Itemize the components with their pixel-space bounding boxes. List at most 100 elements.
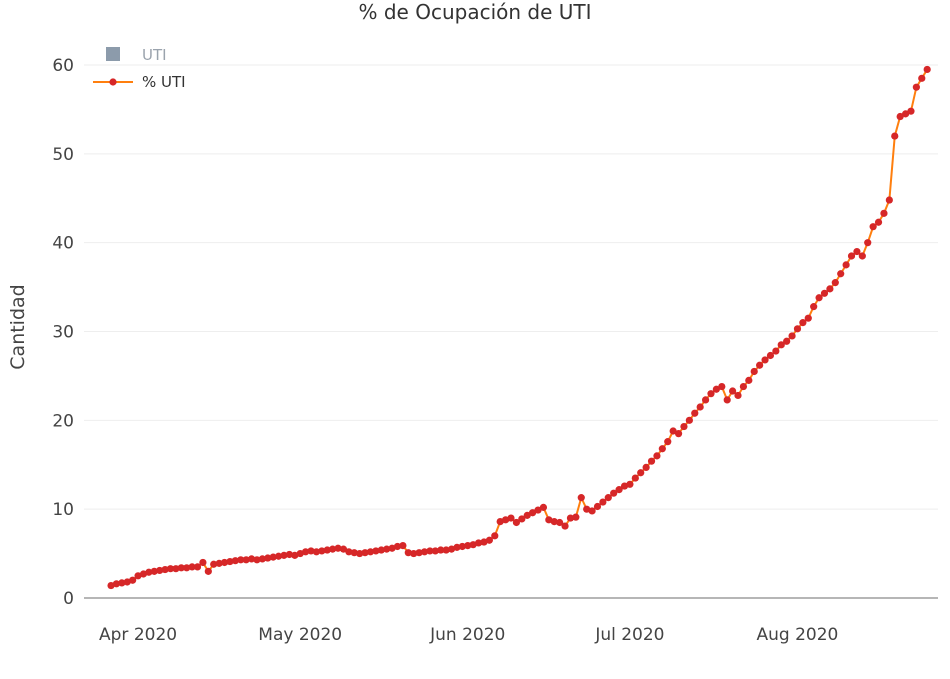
data-point[interactable] bbox=[166, 565, 175, 573]
data-point[interactable] bbox=[783, 337, 791, 345]
data-point[interactable] bbox=[247, 555, 256, 563]
data-point[interactable] bbox=[810, 303, 818, 311]
data-point[interactable] bbox=[577, 494, 585, 502]
data-point[interactable] bbox=[529, 509, 537, 517]
data-point[interactable] bbox=[431, 547, 439, 555]
data-point[interactable] bbox=[793, 325, 802, 333]
data-point[interactable] bbox=[799, 319, 807, 327]
data-point[interactable] bbox=[707, 390, 715, 398]
data-point[interactable] bbox=[691, 409, 699, 417]
data-point[interactable] bbox=[750, 367, 758, 376]
data-point[interactable] bbox=[345, 548, 353, 556]
legend[interactable]: UTI % UTI bbox=[93, 46, 186, 91]
data-point[interactable] bbox=[183, 564, 191, 572]
data-point[interactable] bbox=[523, 511, 531, 519]
data-point[interactable] bbox=[626, 480, 634, 488]
data-point[interactable] bbox=[410, 549, 418, 558]
data-point[interactable] bbox=[274, 552, 283, 560]
data-point[interactable] bbox=[172, 565, 180, 573]
data-point[interactable] bbox=[712, 385, 720, 393]
data-point[interactable] bbox=[383, 545, 391, 553]
data-point[interactable] bbox=[772, 347, 780, 355]
data-point[interactable] bbox=[604, 494, 612, 502]
data-point[interactable] bbox=[118, 579, 126, 587]
legend-item-pct-uti[interactable]: % UTI bbox=[93, 73, 186, 91]
data-point[interactable] bbox=[237, 556, 245, 564]
data-point[interactable] bbox=[864, 239, 872, 247]
data-point[interactable] bbox=[156, 566, 164, 575]
data-point[interactable] bbox=[453, 543, 461, 551]
data-point[interactable] bbox=[226, 557, 234, 566]
data-point[interactable] bbox=[761, 356, 769, 364]
data-point[interactable] bbox=[388, 544, 396, 552]
data-point[interactable] bbox=[204, 567, 212, 575]
data-point[interactable] bbox=[518, 515, 526, 523]
data-point[interactable] bbox=[404, 549, 412, 557]
data-point[interactable] bbox=[231, 557, 239, 565]
data-point[interactable] bbox=[323, 546, 331, 554]
data-point[interactable] bbox=[853, 247, 861, 256]
data-point[interactable] bbox=[269, 553, 277, 561]
data-point[interactable] bbox=[426, 547, 434, 555]
data-point[interactable] bbox=[842, 261, 850, 269]
data-point[interactable] bbox=[566, 514, 575, 522]
data-point[interactable] bbox=[615, 486, 623, 494]
data-point[interactable] bbox=[593, 502, 602, 511]
data-point[interactable] bbox=[556, 518, 564, 527]
data-point[interactable] bbox=[756, 361, 764, 369]
data-point[interactable] bbox=[847, 252, 856, 260]
data-point[interactable] bbox=[718, 382, 726, 391]
data-point[interactable] bbox=[177, 564, 185, 572]
data-point[interactable] bbox=[674, 430, 683, 438]
data-point[interactable] bbox=[361, 549, 369, 557]
data-point[interactable] bbox=[339, 545, 348, 553]
data-point[interactable] bbox=[220, 558, 229, 567]
data-point[interactable] bbox=[296, 549, 304, 558]
data-point[interactable] bbox=[485, 536, 493, 544]
data-point[interactable] bbox=[561, 522, 569, 530]
data-point[interactable] bbox=[896, 112, 904, 121]
data-point[interactable] bbox=[501, 516, 510, 524]
data-point[interactable] bbox=[885, 196, 893, 204]
data-point[interactable] bbox=[193, 563, 202, 571]
data-point[interactable] bbox=[642, 463, 650, 472]
data-point[interactable] bbox=[264, 554, 272, 562]
data-point[interactable] bbox=[901, 110, 910, 118]
data-point[interactable] bbox=[669, 427, 677, 435]
data-point[interactable] bbox=[572, 513, 580, 521]
data-point[interactable] bbox=[188, 563, 196, 571]
data-point[interactable] bbox=[393, 542, 402, 551]
legend-item-uti[interactable]: UTI bbox=[106, 46, 167, 64]
data-point[interactable] bbox=[145, 568, 153, 576]
data-point[interactable] bbox=[123, 578, 131, 586]
data-point[interactable] bbox=[788, 332, 796, 340]
data-point[interactable] bbox=[366, 548, 375, 556]
data-point[interactable] bbox=[837, 270, 845, 278]
data-point[interactable] bbox=[112, 580, 121, 588]
data-point[interactable] bbox=[696, 403, 704, 411]
data-point[interactable] bbox=[701, 396, 710, 404]
data-point[interactable] bbox=[215, 559, 223, 567]
data-point[interactable] bbox=[685, 416, 693, 424]
data-point[interactable] bbox=[291, 551, 299, 559]
data-point[interactable] bbox=[610, 489, 618, 497]
data-point[interactable] bbox=[739, 382, 748, 391]
data-point[interactable] bbox=[139, 570, 148, 578]
data-point[interactable] bbox=[329, 545, 337, 553]
data-point[interactable] bbox=[907, 107, 915, 115]
data-point[interactable] bbox=[107, 581, 115, 590]
data-point[interactable] bbox=[583, 505, 591, 513]
data-point[interactable] bbox=[658, 445, 666, 453]
data-point[interactable] bbox=[447, 545, 456, 553]
data-point[interactable] bbox=[734, 391, 742, 400]
data-point[interactable] bbox=[723, 396, 731, 404]
data-point[interactable] bbox=[923, 65, 931, 74]
data-point[interactable] bbox=[258, 555, 266, 563]
data-point[interactable] bbox=[420, 548, 429, 556]
data-point[interactable] bbox=[588, 507, 596, 515]
data-point[interactable] bbox=[647, 457, 656, 465]
data-point[interactable] bbox=[539, 503, 548, 511]
data-point[interactable] bbox=[469, 541, 477, 549]
data-point[interactable] bbox=[350, 549, 358, 557]
data-point[interactable] bbox=[134, 572, 142, 580]
